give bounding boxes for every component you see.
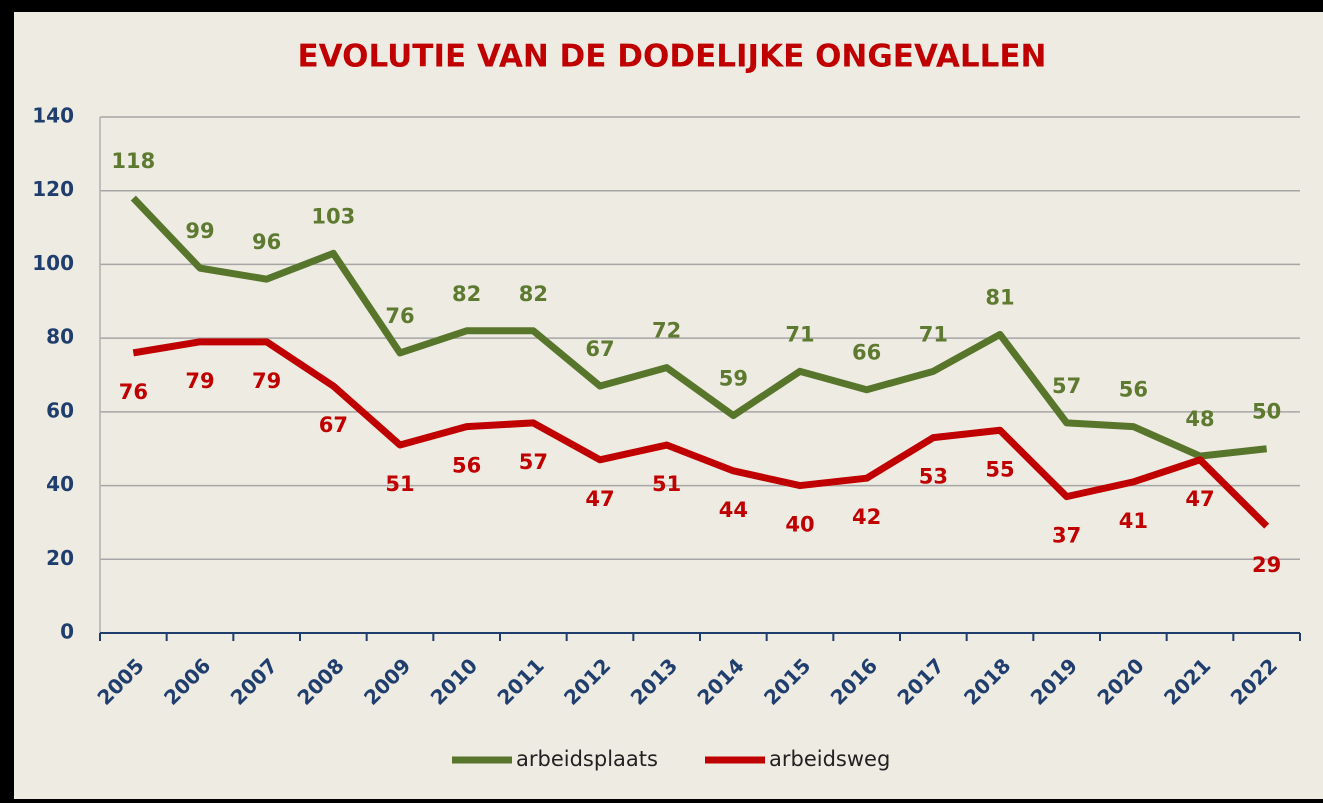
- data-label: 57: [519, 450, 548, 474]
- data-label: 51: [652, 472, 681, 496]
- legend-label: arbeidsplaats: [516, 747, 658, 771]
- y-tick-label: 20: [46, 546, 74, 570]
- data-label: 56: [452, 454, 481, 478]
- data-label: 50: [1252, 400, 1281, 424]
- y-tick-label: 0: [60, 620, 74, 644]
- y-tick-label: 100: [32, 251, 74, 275]
- data-label: 103: [311, 204, 355, 228]
- data-label: 71: [919, 322, 948, 346]
- data-label: 72: [652, 319, 681, 343]
- series-line: [132, 338, 1270, 529]
- data-label: 66: [852, 341, 881, 365]
- data-label: 96: [252, 230, 281, 254]
- y-tick-label: 140: [32, 104, 74, 128]
- data-label: 51: [385, 472, 414, 496]
- data-label: 40: [785, 513, 814, 537]
- data-label: 47: [585, 487, 614, 511]
- data-label: 82: [452, 282, 481, 306]
- series-line: [130, 195, 1268, 460]
- data-label: 56: [1119, 378, 1148, 402]
- data-label: 71: [785, 322, 814, 346]
- data-label: 29: [1252, 553, 1281, 577]
- data-label: 37: [1052, 524, 1081, 548]
- chart-title: EVOLUTIE VAN DE DODELIJKE ONGEVALLEN: [298, 39, 1047, 75]
- data-label: 76: [385, 304, 414, 328]
- data-label: 99: [185, 219, 214, 243]
- y-tick-label: 120: [32, 177, 74, 201]
- data-label: 76: [119, 380, 148, 404]
- y-tick-label: 60: [46, 398, 74, 422]
- data-label: 48: [1185, 407, 1214, 431]
- data-label: 41: [1119, 509, 1148, 533]
- data-label: 118: [111, 149, 155, 173]
- data-label: 55: [985, 457, 1014, 481]
- data-label: 59: [719, 367, 748, 391]
- data-label: 67: [585, 337, 614, 361]
- data-label: 47: [1185, 487, 1214, 511]
- data-label: 79: [185, 369, 214, 393]
- data-label: 67: [319, 413, 348, 437]
- chart-background: [14, 12, 1323, 799]
- data-label: 53: [919, 465, 948, 489]
- data-label: 42: [852, 505, 881, 529]
- data-label: 44: [719, 498, 748, 522]
- data-label: 79: [252, 369, 281, 393]
- data-label: 82: [519, 282, 548, 306]
- legend-label: arbeidsweg: [769, 747, 890, 771]
- y-tick-label: 80: [46, 325, 74, 349]
- data-label: 57: [1052, 374, 1081, 398]
- y-tick-label: 40: [46, 472, 74, 496]
- data-label: 81: [985, 285, 1014, 309]
